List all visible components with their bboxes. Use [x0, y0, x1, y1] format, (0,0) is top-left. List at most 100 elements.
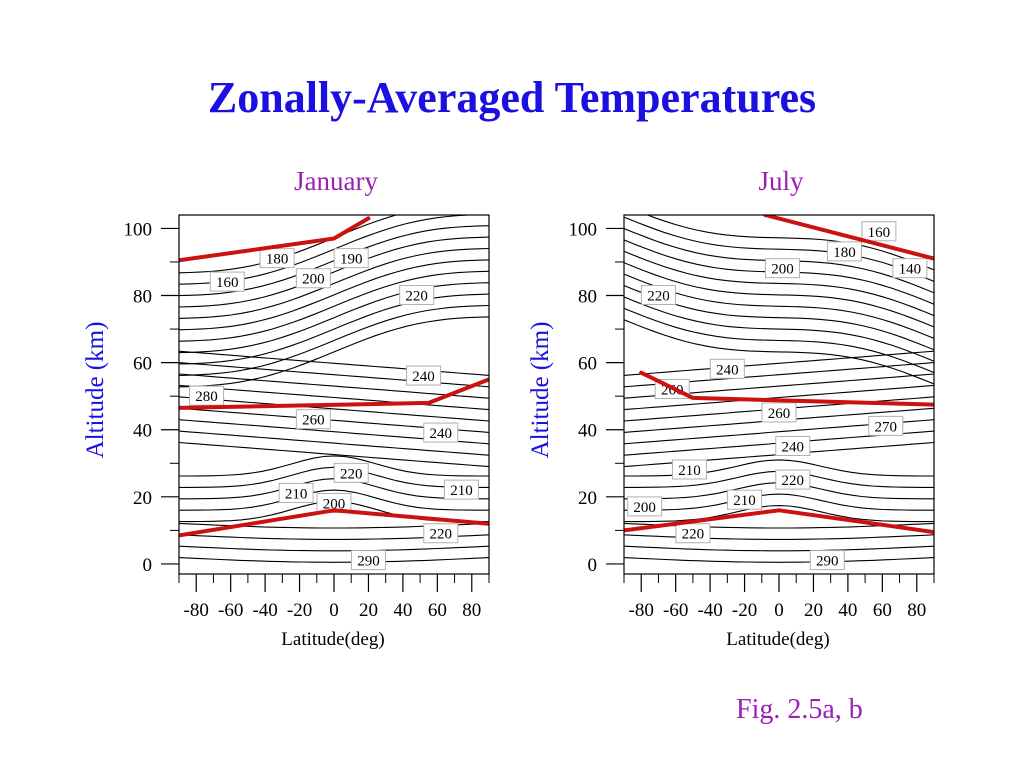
- tropopause-line: [179, 377, 489, 410]
- contour-label-box: [423, 422, 459, 443]
- y-tick-label: 0: [143, 555, 153, 576]
- tropopause-line: [763, 215, 934, 261]
- contour-label-box: [868, 415, 904, 436]
- contour-label-box: [350, 550, 386, 571]
- isotherm-line: [179, 384, 489, 411]
- x-tick-label: -80: [629, 600, 654, 621]
- x-tick-label: -40: [697, 600, 722, 621]
- contour-label-box: [295, 268, 331, 289]
- contour-label-box: [675, 523, 711, 544]
- y-tick-label: 20: [578, 488, 597, 509]
- x-tick-label: 40: [838, 600, 857, 621]
- tropopause-line: [179, 508, 489, 538]
- contour-label: 190: [340, 252, 363, 268]
- contour-label-box: [775, 469, 811, 490]
- isotherm-line: [624, 250, 934, 317]
- contour-lines: [179, 215, 489, 563]
- x-tick-label: -40: [252, 600, 277, 621]
- isotherm-line: [624, 216, 934, 282]
- contour-label: 260: [302, 413, 325, 429]
- contour-label: 160: [868, 225, 891, 241]
- x-tick-label: 0: [774, 600, 784, 621]
- y-tick-label: 80: [133, 287, 152, 308]
- contour-label: 220: [782, 473, 805, 489]
- isotherm-line: [179, 236, 489, 308]
- contour-label: 220: [682, 527, 705, 543]
- y-axis-label: Altitude (km): [82, 322, 109, 459]
- contour-label: 220: [647, 289, 670, 305]
- chart-title-january: January: [294, 166, 378, 196]
- isotherm-line: [624, 534, 934, 540]
- contour-label-box: [709, 358, 745, 379]
- isotherm-line: [179, 455, 489, 477]
- contour-label-box: [775, 436, 811, 457]
- contour-label: 240: [716, 362, 739, 378]
- x-tick-label: -20: [732, 600, 757, 621]
- x-tick-label: 20: [359, 600, 378, 621]
- x-tick-label: 60: [428, 600, 447, 621]
- x-tick-label: -20: [287, 600, 312, 621]
- x-tick-label: -60: [218, 600, 243, 621]
- contour-label: 210: [733, 493, 756, 509]
- contour-label: 210: [285, 486, 308, 502]
- isotherm-line: [624, 319, 934, 385]
- contour-label-box: [640, 285, 676, 306]
- y-tick-label: 80: [578, 287, 597, 308]
- contour-label: 280: [195, 389, 218, 405]
- contour-label-box: [727, 489, 763, 510]
- isotherm-line: [624, 262, 934, 328]
- slide-title: Zonally-Averaged Temperatures: [207, 73, 817, 122]
- isotherm-line: [179, 396, 489, 422]
- isotherm-line: [624, 350, 934, 376]
- contour-label: 260: [768, 406, 791, 422]
- contour-label-box: [333, 248, 369, 269]
- y-tick-label: 100: [569, 219, 598, 240]
- contour-label-box: [671, 459, 707, 480]
- contour-label-box: [764, 258, 800, 279]
- chart-title-july: July: [758, 166, 804, 196]
- y-tick-label: 60: [578, 354, 597, 375]
- isotherm-line: [179, 304, 489, 377]
- isotherm-line: [179, 362, 489, 388]
- isotherm-line: [179, 430, 489, 456]
- contour-label: 180: [833, 245, 856, 261]
- y-tick-label: 20: [133, 488, 152, 509]
- isotherm-line: [179, 270, 489, 342]
- contour-label-box: [209, 271, 245, 292]
- contour-label-box: [259, 248, 295, 269]
- contour-label-box: [861, 221, 897, 242]
- isotherm-line: [624, 557, 934, 563]
- contour-label-box: [826, 241, 862, 262]
- figure-caption: Fig. 2.5a, b: [736, 694, 863, 725]
- contour-label: 140: [899, 262, 922, 278]
- y-axis-label: Altitude (km): [527, 322, 554, 459]
- contour-label-box: [399, 285, 435, 306]
- isotherm-line: [179, 489, 489, 511]
- contour-label: 200: [771, 262, 794, 278]
- contour-label-box: [892, 258, 928, 279]
- contour-label-box: [295, 409, 331, 430]
- tropopause-line: [179, 216, 371, 263]
- isotherm-line: [179, 441, 489, 468]
- contour-label-box: [406, 365, 442, 386]
- contour-label-box: [423, 523, 459, 544]
- isotherm-line: [179, 373, 489, 399]
- x-axis-label: Latitude(deg): [281, 629, 384, 650]
- tropopause-line: [624, 508, 934, 535]
- chart-july: Altitude (km) Latitude(deg) 160180140200…: [527, 214, 935, 650]
- contour-label: 240: [430, 426, 453, 442]
- x-tick-label: 0: [329, 600, 339, 621]
- isotherm-line: [179, 259, 489, 331]
- isotherm-line: [624, 505, 934, 523]
- isotherm-line: [624, 493, 934, 511]
- contour-label-box: [189, 385, 225, 406]
- isotherm-line: [179, 282, 489, 354]
- contour-label-box: [809, 550, 845, 571]
- contour-label: 210: [450, 483, 473, 499]
- x-axis-label: Latitude(deg): [726, 629, 829, 650]
- contour-label: 200: [633, 500, 656, 516]
- y-tick-label: 100: [124, 219, 153, 240]
- isotherm-line: [624, 307, 934, 374]
- contour-label: 240: [412, 369, 435, 385]
- isotherm-line: [624, 384, 934, 411]
